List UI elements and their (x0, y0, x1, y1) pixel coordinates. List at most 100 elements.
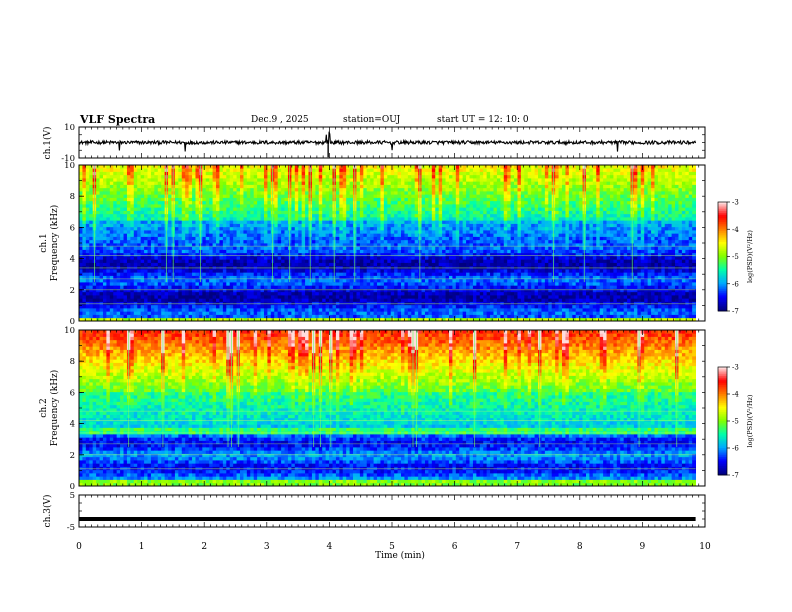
spectrogram-cell (291, 168, 296, 172)
spectrogram-cell (205, 226, 210, 231)
spectrogram-cell (123, 197, 128, 202)
spectrogram-cell (120, 233, 124, 237)
spectrogram-cell (281, 269, 285, 273)
spectrogram-cell (383, 291, 388, 296)
spectrogram-cell (205, 220, 210, 224)
spectrogram-cell (216, 311, 220, 315)
spectrogram-cell (383, 194, 388, 198)
spectrogram-cell (390, 295, 395, 299)
spectrogram-cell (267, 262, 272, 267)
spectrogram-cell (294, 256, 299, 260)
spectrogram-cell (411, 269, 416, 273)
spectrogram-cell (209, 181, 213, 185)
spectrogram-cell (267, 285, 272, 289)
spectrogram-cell (342, 181, 347, 185)
spectrogram-cell (260, 200, 265, 205)
spectrogram-cell (243, 301, 248, 306)
spectrogram-cell (226, 308, 231, 312)
spectrogram-cell (85, 278, 90, 283)
spectrogram-cell (226, 165, 231, 169)
spectrogram-cell (305, 285, 309, 289)
spectrogram-cell (291, 259, 296, 263)
spectrogram-cell (404, 165, 409, 169)
spectrogram-cell (260, 278, 265, 283)
spectrogram-cell (342, 210, 347, 215)
spectrogram-cell (359, 239, 364, 244)
spectrogram-cell (342, 278, 347, 283)
spectrogram-cell (181, 184, 186, 189)
spectrogram-cell (359, 194, 364, 198)
spectrogram-cell (311, 259, 316, 263)
spectrogram-cell (109, 301, 114, 306)
spectrogram-cell (233, 291, 237, 296)
spectrogram-cell (387, 178, 392, 182)
spectrogram-cell (366, 252, 371, 257)
spectrogram-cell (109, 304, 114, 309)
spectrogram-cell (284, 285, 289, 289)
spectrogram-cell (96, 308, 100, 312)
spectrogram-cell (209, 178, 213, 182)
spectrogram-cell (421, 191, 426, 195)
spectrogram-cell (339, 204, 344, 208)
station-label: station=OUJ (343, 115, 401, 125)
spectrogram-cell (130, 291, 135, 296)
spectrogram-cell (195, 213, 200, 218)
spectrogram-cell (428, 272, 433, 276)
spectrogram-cell (305, 288, 309, 293)
spectrogram-cell (387, 191, 392, 195)
spectrogram-cell (325, 259, 330, 263)
spectrogram-cell (359, 233, 364, 237)
spectrogram-cell (257, 269, 261, 273)
spectrogram-cell (140, 311, 145, 315)
spectrogram-cell (233, 187, 237, 192)
spectrogram-cell (212, 285, 217, 289)
spectrogram-cell (339, 243, 344, 247)
spectrogram-cell (407, 200, 412, 205)
spectrogram-cell (424, 317, 429, 322)
spectrogram-cell (137, 217, 142, 221)
spectrogram-cell (250, 249, 255, 254)
spectrogram-cell (236, 174, 241, 179)
spectrogram-cell (404, 259, 409, 263)
spectrogram-cell (157, 213, 162, 218)
spectrogram-cell (168, 317, 172, 322)
spectrogram-cell (123, 265, 128, 270)
spectrogram-cell (407, 233, 412, 237)
spectrogram-cell (233, 275, 237, 280)
spectrogram-cell (212, 226, 217, 231)
spectrogram-cell (123, 236, 128, 241)
spectrogram-cell (82, 259, 87, 263)
spectrogram-cell (212, 243, 217, 247)
spectrogram-cell (133, 187, 138, 192)
spectrogram-cell (150, 194, 155, 198)
spectrogram-cell (137, 236, 142, 241)
spectrogram-cell (414, 246, 419, 250)
spectrogram-cell (418, 311, 422, 315)
spectrogram-cell (120, 187, 124, 192)
spectrogram-cell (274, 200, 279, 205)
spectrogram-cell (79, 230, 83, 234)
spectrogram-cell (263, 194, 268, 198)
spectrogram-cell (370, 308, 375, 312)
spectrogram-cell (126, 220, 131, 224)
spectrogram-cell (202, 217, 207, 221)
spectrogram-cell (366, 278, 371, 283)
spectrogram-cell (137, 174, 142, 179)
spectrogram-cell (366, 265, 371, 270)
spectrogram-cell (164, 295, 169, 299)
spectrogram-cell (144, 207, 148, 211)
spectrogram-cell (150, 259, 155, 263)
spectrogram-cell (195, 220, 200, 224)
spectrogram-cell (174, 265, 179, 270)
spectrogram-cell (123, 298, 128, 302)
spectrogram-cell (243, 243, 248, 247)
spectrogram-cell (277, 191, 282, 195)
spectrogram-cell (250, 187, 255, 192)
spectrogram-cell (185, 223, 190, 228)
spectrogram-cell (377, 308, 381, 312)
spectrogram-cell (147, 178, 152, 182)
spectrogram-cell (216, 282, 220, 286)
spectrogram-cell (370, 243, 375, 247)
spectrogram-cell (133, 168, 138, 172)
spectrogram-cell (301, 191, 306, 195)
